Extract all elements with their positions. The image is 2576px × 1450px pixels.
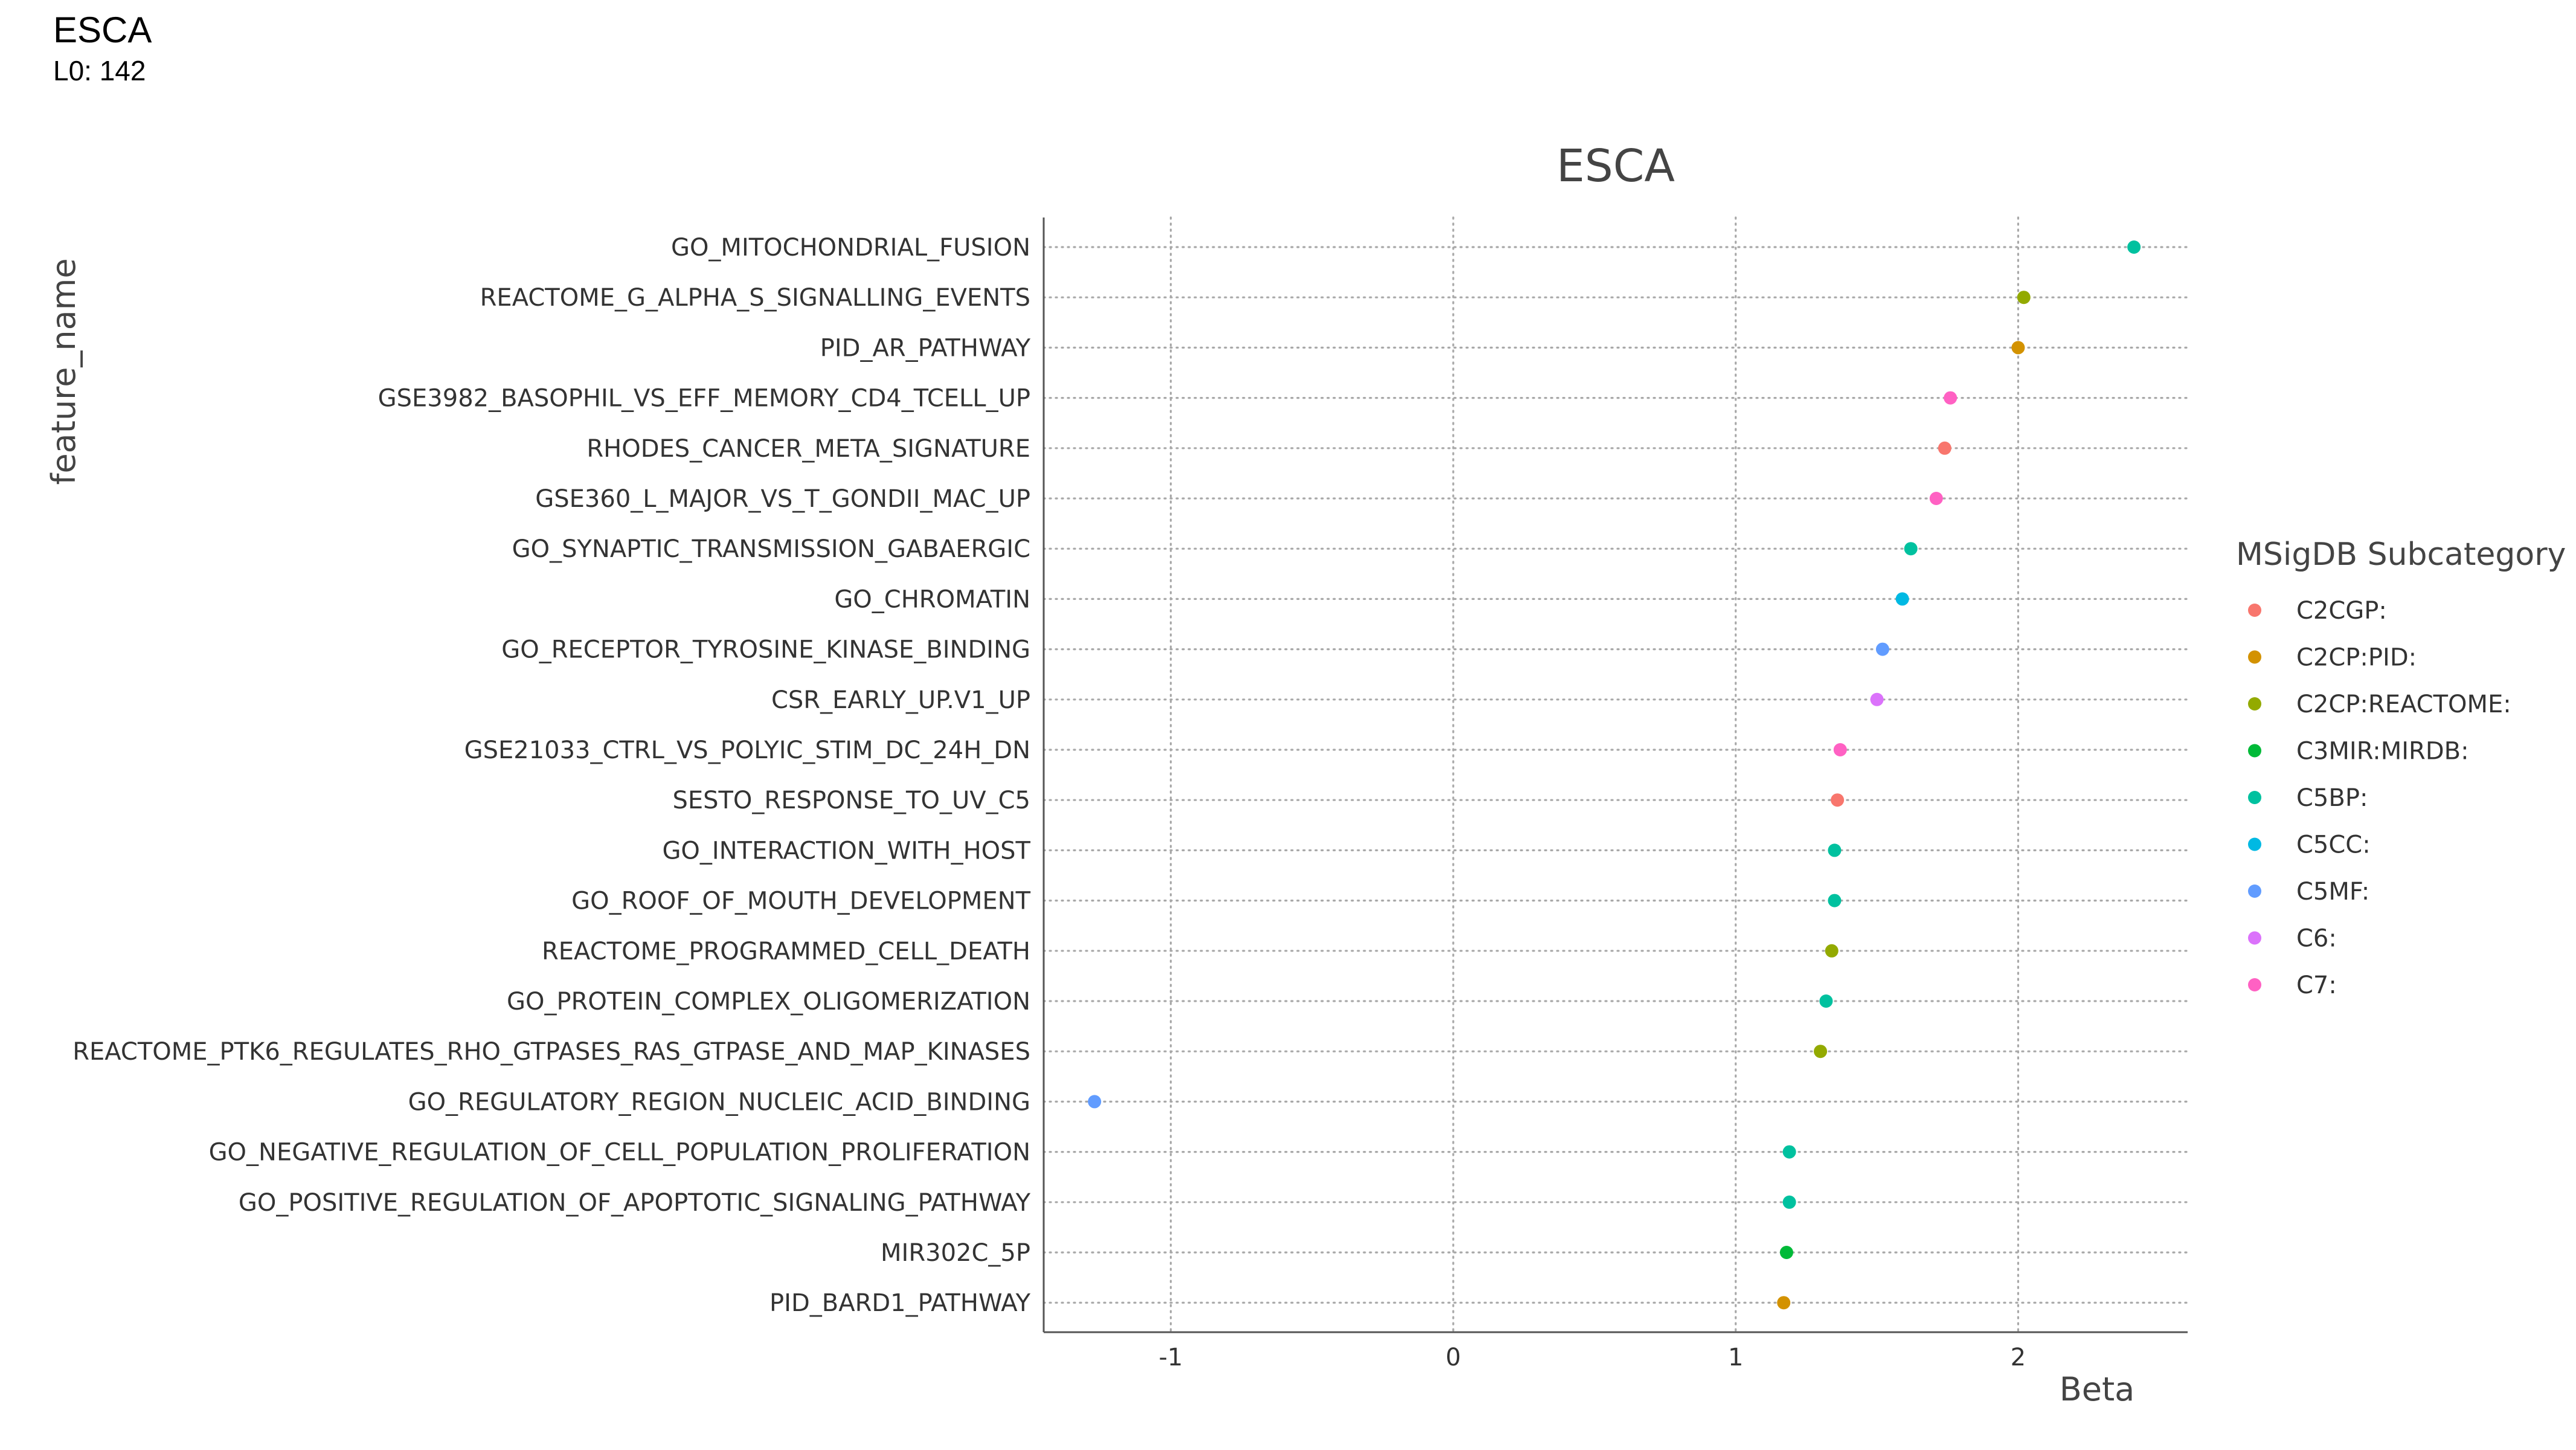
chart-title: ESCA	[1556, 140, 1675, 192]
y-tick-label: REACTOME_PTK6_REGULATES_RHO_GTPASES_RAS_…	[72, 1038, 1030, 1066]
data-point	[1819, 994, 1833, 1008]
y-tick-label: GO_RECEPTOR_TYROSINE_KINASE_BINDING	[501, 636, 1030, 664]
legend-swatch	[2248, 837, 2261, 851]
y-tick-label: CSR_EARLY_UP.V1_UP	[771, 686, 1030, 714]
data-point	[1777, 1296, 1791, 1310]
labels-layer: -1 0 1 2 GO_MITOCHONDRIAL_FUSION REACTOME_G_A…	[45, 140, 2134, 1408]
legend-label: C6:	[2296, 925, 2337, 953]
y-axis-title: feature_name	[45, 258, 83, 485]
y-tick-label: GSE21033_CTRL_VS_POLYIC_STIM_DC_24H_DN	[464, 736, 1030, 764]
page-subtitle: L0: 142	[53, 55, 146, 86]
data-point	[1825, 944, 1839, 958]
y-tick-label: REACTOME_PROGRAMMED_CELL_DEATH	[542, 938, 1030, 965]
legend-label: C3MIR:MIRDB:	[2296, 738, 2469, 765]
data-point	[1944, 391, 1958, 405]
y-tick-label: GO_ROOF_OF_MOUTH_DEVELOPMENT	[571, 888, 1030, 915]
data-point	[1782, 1195, 1796, 1209]
y-tick-label: PID_AR_PATHWAY	[820, 334, 1031, 362]
x-tick-label: 0	[1445, 1344, 1460, 1371]
x-tick-label: 2	[2011, 1344, 2026, 1371]
legend: MSigDB Subcategory C2CGP: C2CP:PID: C2CP:RE…	[2236, 536, 2566, 999]
data-point	[1929, 492, 1943, 505]
data-point	[1782, 1145, 1796, 1159]
data-point	[1088, 1095, 1102, 1109]
x-tick-label: -1	[1158, 1344, 1183, 1371]
y-tick-label: GSE3982_BASOPHIL_VS_EFF_MEMORY_CD4_TCELL…	[378, 385, 1030, 413]
data-point	[1828, 894, 1842, 907]
y-tick-label: RHODES_CANCER_META_SIGNATURE	[586, 435, 1030, 463]
y-tick-label: GO_PROTEIN_COMPLEX_OLIGOMERIZATION	[507, 988, 1030, 1016]
y-tick-label: GO_INTERACTION_WITH_HOST	[662, 837, 1030, 865]
legend-swatch	[2248, 744, 2261, 758]
y-tick-label: GSE360_L_MAJOR_VS_T_GONDII_MAC_UP	[535, 485, 1030, 513]
data-point	[1870, 692, 1884, 706]
y-tick-label: GO_POSITIVE_REGULATION_OF_APOPTOTIC_SIGN…	[239, 1189, 1031, 1217]
legend-swatch	[2248, 650, 2261, 664]
x-axis-title: Beta	[2060, 1370, 2135, 1408]
y-tick-label: GO_REGULATORY_REGION_NUCLEIC_ACID_BINDIN…	[408, 1088, 1030, 1116]
data-point	[2017, 291, 2031, 304]
legend-label: C2CP:PID:	[2296, 644, 2417, 672]
legend-label: C5CC:	[2296, 831, 2371, 859]
legend-label: C2CGP:	[2296, 597, 2387, 625]
y-tick-label: GO_MITOCHONDRIAL_FUSION	[671, 234, 1030, 262]
legend-swatch	[2248, 884, 2261, 898]
points-layer	[1088, 240, 2141, 1310]
page-header: ESCA L0: 142	[53, 8, 152, 88]
legend-label: C5BP:	[2296, 784, 2368, 812]
x-tick-label: 1	[1728, 1344, 1743, 1371]
legend-swatch	[2248, 604, 2261, 617]
data-point	[1938, 441, 1951, 455]
legend-swatch	[2248, 931, 2261, 945]
y-tick-label: GO_CHROMATIN	[834, 585, 1030, 613]
data-point	[1833, 743, 1847, 756]
legend-title: MSigDB Subcategory	[2236, 536, 2566, 573]
axes-layer	[1042, 218, 2188, 1333]
y-tick-label: MIR302C_5P	[881, 1239, 1030, 1267]
data-point	[2127, 240, 2141, 254]
data-point	[1814, 1045, 1828, 1058]
data-point	[1904, 542, 1918, 556]
page-title: ESCA	[53, 10, 152, 50]
legend-swatch	[2248, 791, 2261, 804]
data-point	[1875, 642, 1889, 656]
legend-label: C7:	[2296, 971, 2337, 999]
grid-layer	[1042, 216, 2189, 1333]
data-point	[2011, 341, 2025, 355]
legend-label: C2CP:REACTOME:	[2296, 691, 2511, 718]
legend-swatch	[2248, 978, 2261, 991]
data-point	[1831, 793, 1845, 807]
y-tick-label: REACTOME_G_ALPHA_S_SIGNALLING_EVENTS	[480, 284, 1030, 312]
y-tick-label: GO_SYNAPTIC_TRANSMISSION_GABAERGIC	[512, 535, 1030, 563]
data-point	[1895, 592, 1909, 606]
y-tick-label: PID_BARD1_PATHWAY	[769, 1289, 1031, 1317]
legend-swatch	[2248, 697, 2261, 710]
data-point	[1779, 1246, 1793, 1259]
legend-label: C5MF:	[2296, 878, 2369, 906]
data-point	[1828, 843, 1842, 857]
y-tick-label: GO_NEGATIVE_REGULATION_OF_CELL_POPULATIO…	[209, 1139, 1030, 1167]
y-tick-label: SESTO_RESPONSE_TO_UV_C5	[672, 787, 1030, 814]
